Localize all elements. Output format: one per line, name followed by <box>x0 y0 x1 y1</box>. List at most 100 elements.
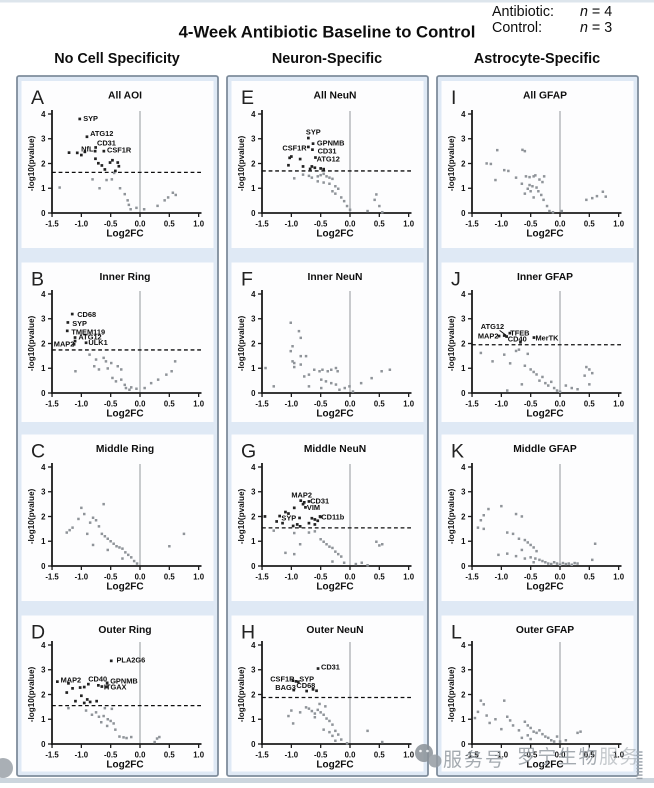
svg-text:4: 4 <box>251 110 256 119</box>
svg-text:G: G <box>241 440 256 462</box>
svg-text:Outer NeuN: Outer NeuN <box>306 625 363 636</box>
svg-text:4-Week Antibiotic Baseline to: 4-Week Antibiotic Baseline to Control <box>179 23 476 42</box>
svg-text:-1.5: -1.5 <box>45 573 59 582</box>
svg-text:J: J <box>451 268 461 290</box>
svg-text:-1.0: -1.0 <box>495 400 509 409</box>
svg-text:TFEB: TFEB <box>510 329 529 338</box>
svg-text:0: 0 <box>251 389 256 398</box>
svg-text:Log2FC: Log2FC <box>526 760 563 771</box>
svg-text:-log10(pvalue): -log10(pvalue) <box>237 488 246 544</box>
svg-text:0: 0 <box>461 740 466 749</box>
svg-text:1.0: 1.0 <box>613 573 625 582</box>
svg-text:All NeuN: All NeuN <box>314 91 357 102</box>
svg-text:2: 2 <box>41 690 46 699</box>
svg-text:0.5: 0.5 <box>164 400 176 409</box>
svg-text:1: 1 <box>251 715 256 724</box>
svg-text:Inner Ring: Inner Ring <box>100 272 151 283</box>
svg-text:NfL: NfL <box>81 145 94 154</box>
svg-text:0.5: 0.5 <box>164 751 176 760</box>
svg-text:-log10(pvalue): -log10(pvalue) <box>27 135 36 191</box>
svg-text:4: 4 <box>251 463 256 472</box>
svg-text:ATG12: ATG12 <box>90 129 113 138</box>
svg-text:SYP: SYP <box>306 128 321 137</box>
svg-text:0.5: 0.5 <box>374 220 386 229</box>
svg-text:L: L <box>451 621 462 643</box>
svg-text:2: 2 <box>461 159 466 168</box>
svg-text:CD31: CD31 <box>318 147 337 156</box>
svg-text:0.5: 0.5 <box>584 400 596 409</box>
svg-text:-log10(pvalue): -log10(pvalue) <box>447 488 456 544</box>
svg-text:1: 1 <box>461 364 466 373</box>
svg-text:CD40: CD40 <box>508 335 527 344</box>
svg-text:1.0: 1.0 <box>193 751 205 760</box>
svg-text:0.5: 0.5 <box>584 751 596 760</box>
svg-text:0.5: 0.5 <box>164 573 176 582</box>
svg-text:MAP2: MAP2 <box>61 676 82 685</box>
svg-text:1.0: 1.0 <box>613 220 625 229</box>
svg-text:CD68: CD68 <box>77 310 96 319</box>
svg-text:MerTK: MerTK <box>536 334 560 343</box>
svg-text:0.5: 0.5 <box>374 751 386 760</box>
svg-text:3: 3 <box>251 315 256 324</box>
svg-text:-1.0: -1.0 <box>75 573 89 582</box>
svg-text:2: 2 <box>251 512 256 521</box>
svg-text:SYP: SYP <box>281 514 296 523</box>
svg-text:1: 1 <box>251 184 256 193</box>
svg-text:4: 4 <box>461 110 466 119</box>
svg-text:0: 0 <box>251 740 256 749</box>
svg-text:0.5: 0.5 <box>584 573 596 582</box>
svg-text:2: 2 <box>461 690 466 699</box>
svg-text:服务号: 服务号 <box>443 749 506 771</box>
svg-text:Antibiotic:: Antibiotic: <box>492 4 554 20</box>
svg-text:-log10(pvalue): -log10(pvalue) <box>27 666 36 722</box>
svg-text:-1.5: -1.5 <box>255 573 269 582</box>
svg-text:4: 4 <box>41 290 46 299</box>
svg-text:CD40: CD40 <box>88 674 107 683</box>
svg-text:-log10(pvalue): -log10(pvalue) <box>237 315 246 371</box>
svg-text:1: 1 <box>251 364 256 373</box>
svg-text:-0.5: -0.5 <box>314 751 328 760</box>
svg-text:0.0: 0.0 <box>345 400 357 409</box>
svg-text:-1.5: -1.5 <box>465 220 479 229</box>
svg-text:-1.5: -1.5 <box>255 751 269 760</box>
svg-text:4: 4 <box>41 110 46 119</box>
svg-text:Log2FC: Log2FC <box>316 409 353 420</box>
svg-text:3: 3 <box>461 315 466 324</box>
svg-text:-log10(pvalue): -log10(pvalue) <box>237 666 246 722</box>
svg-text:1.0: 1.0 <box>613 751 625 760</box>
svg-text:-1.0: -1.0 <box>75 751 89 760</box>
svg-text:-log10(pvalue): -log10(pvalue) <box>237 135 246 191</box>
svg-text:-log10(pvalue): -log10(pvalue) <box>447 315 456 371</box>
svg-text:Control:: Control: <box>492 20 542 36</box>
svg-text:Inner GFAP: Inner GFAP <box>517 272 573 283</box>
svg-text:E: E <box>241 87 254 109</box>
svg-text:-1.5: -1.5 <box>465 573 479 582</box>
svg-text:Log2FC: Log2FC <box>526 229 563 240</box>
svg-text:0.5: 0.5 <box>374 400 386 409</box>
svg-text:-0.5: -0.5 <box>524 751 538 760</box>
svg-text:1.0: 1.0 <box>403 751 415 760</box>
svg-text:0.0: 0.0 <box>555 400 567 409</box>
svg-text:0: 0 <box>41 389 46 398</box>
svg-text:0.0: 0.0 <box>135 751 147 760</box>
svg-text:0.0: 0.0 <box>135 573 147 582</box>
svg-text:4: 4 <box>461 290 466 299</box>
svg-text:CD11b: CD11b <box>321 513 344 522</box>
svg-text:All AOI: All AOI <box>108 91 142 102</box>
svg-text:GPNMB: GPNMB <box>110 677 138 686</box>
svg-text:-1.5: -1.5 <box>465 400 479 409</box>
svg-text:0: 0 <box>251 562 256 571</box>
svg-text:A: A <box>31 87 44 109</box>
svg-text:0: 0 <box>41 740 46 749</box>
svg-text:3: 3 <box>461 135 466 144</box>
svg-text:-log10(pvalue): -log10(pvalue) <box>447 666 456 722</box>
svg-text:0: 0 <box>251 209 256 218</box>
svg-text:1.0: 1.0 <box>193 220 205 229</box>
svg-text:-1.5: -1.5 <box>255 220 269 229</box>
svg-text:-0.5: -0.5 <box>104 751 118 760</box>
svg-text:Astrocyte-Specific: Astrocyte-Specific <box>474 51 600 67</box>
svg-text:3: 3 <box>461 666 466 675</box>
svg-text:-1.0: -1.0 <box>285 573 299 582</box>
svg-text:Outer Ring: Outer Ring <box>98 625 151 636</box>
svg-text:0.0: 0.0 <box>555 573 567 582</box>
